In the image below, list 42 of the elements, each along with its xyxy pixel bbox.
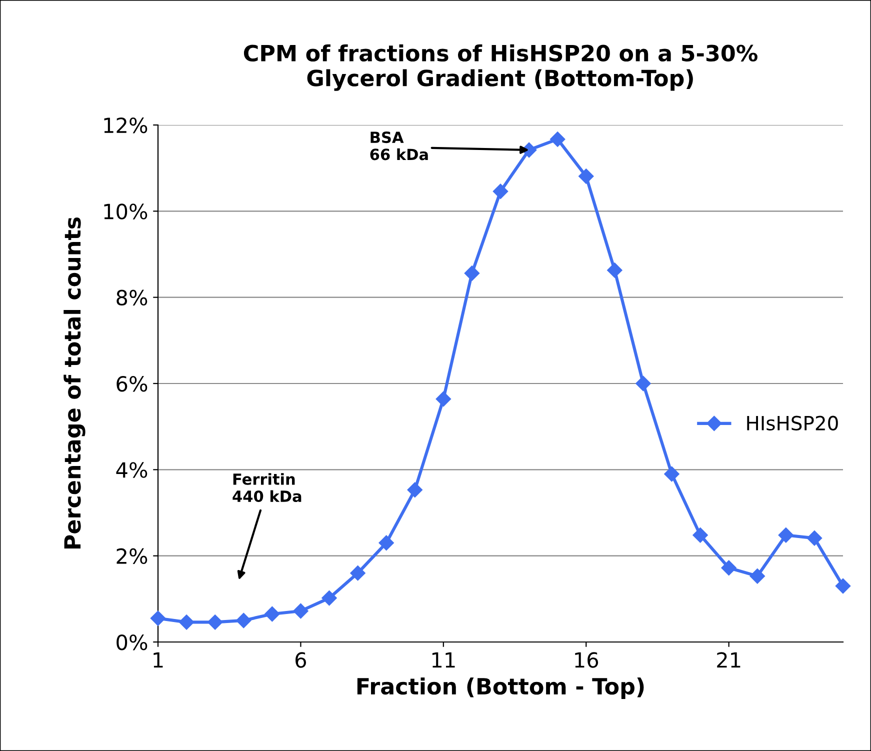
point [264,606,280,622]
point [464,266,480,281]
point [721,560,736,576]
point [607,262,622,278]
point [350,565,366,581]
point [150,610,166,626]
chart-title: CPM of fractions of HisHSP20 on a 5-30% Glycerol Gradient (Bottom-Top) [244,44,758,91]
point [407,482,422,498]
point [436,391,451,407]
x-tick-label: 11 [432,652,455,668]
x-tick-label: 21 [717,652,740,668]
y-tick-label: 4% [116,462,148,478]
y-tick-label: 12% [104,117,148,134]
y-tick-label: 8% [116,290,148,306]
point [835,578,851,594]
x-tick-label: 16 [575,652,598,668]
point [492,184,508,199]
point [806,530,822,546]
point [692,528,708,543]
y-tick-label: 2% [116,548,148,564]
x-axis-title: Fraction (Bottom - Top) [357,677,644,699]
y-tick-label: 10% [104,204,148,220]
point [178,614,194,630]
point [208,614,223,630]
point [664,466,680,482]
y-axis-title: Percentage of total counts [64,217,86,549]
point [322,590,337,606]
point [236,612,252,628]
y-tick-label: 6% [116,376,148,392]
point [636,376,651,392]
point [778,528,794,543]
x-tick-label: 6 [296,652,306,668]
annotation: BSA 66 kDa [370,132,428,160]
point [550,132,566,147]
point [293,603,308,619]
legend-label: HIsHSP20 [747,416,838,430]
point [378,535,394,550]
point [578,168,594,184]
y-tick-label: 0% [116,634,148,650]
point [750,568,765,584]
x-tick-label: 1 [154,652,163,668]
annotation: Ferritin 440 kDa [232,473,302,502]
